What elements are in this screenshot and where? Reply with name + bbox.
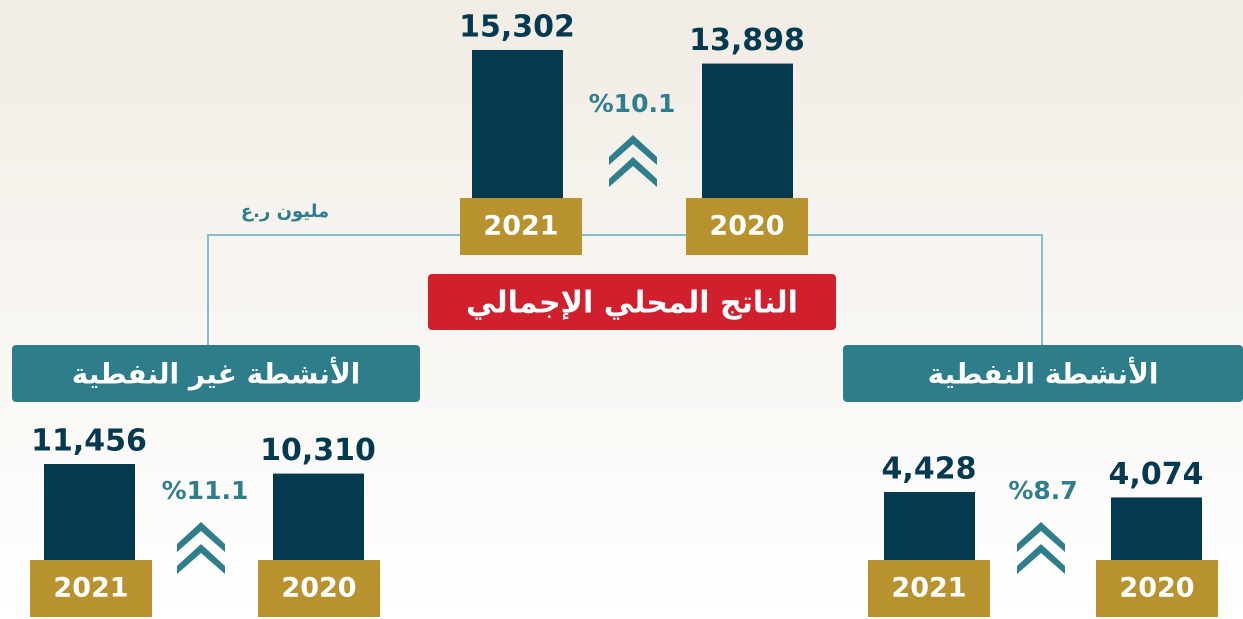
- chevron: [1017, 522, 1065, 552]
- connector: [207, 234, 460, 345]
- panel-title-box: [12, 345, 420, 402]
- chevron: [609, 135, 657, 165]
- chevron: [177, 522, 225, 552]
- year-label: 2021: [53, 573, 128, 604]
- panel-title-box: [428, 274, 836, 330]
- value-label: 4,074: [1109, 457, 1204, 492]
- change-label: %11.1: [162, 476, 249, 505]
- chevron: [1017, 544, 1065, 574]
- panel-title: الأنشطة غير النفطية: [72, 357, 361, 391]
- value-label: 13,898: [689, 23, 805, 58]
- value-label: 15,302: [459, 10, 575, 45]
- bar: [273, 473, 364, 560]
- panel-title: الناتج المحلي الإجمالي: [466, 286, 798, 321]
- bar: [1111, 497, 1202, 560]
- year-box: [868, 560, 990, 617]
- year-label: 2020: [709, 211, 784, 242]
- bar: [44, 464, 135, 560]
- unit-label: مليون ر.ع: [241, 201, 329, 222]
- bar: [702, 63, 793, 198]
- change-label: %8.7: [1008, 476, 1077, 505]
- year-box: [460, 198, 582, 255]
- year-label: 2020: [281, 573, 356, 604]
- bar: [884, 492, 975, 560]
- year-label: 2021: [483, 211, 558, 242]
- value-label: 10,310: [260, 433, 376, 468]
- value-label: 4,428: [882, 452, 977, 487]
- year-label: 2021: [891, 573, 966, 604]
- panel-title-box: [843, 345, 1243, 402]
- bar: [472, 50, 563, 198]
- change-label: %10.1: [589, 89, 676, 118]
- year-box: [258, 560, 380, 617]
- value-label: 11,456: [31, 424, 147, 459]
- chevron: [177, 544, 225, 574]
- connector: [808, 234, 1043, 345]
- year-label: 2020: [1119, 573, 1194, 604]
- year-box: [30, 560, 152, 617]
- year-box: [686, 198, 808, 255]
- year-box: [1096, 560, 1218, 617]
- panel-title: الأنشطة النفطية: [928, 357, 1159, 391]
- chevron: [609, 157, 657, 187]
